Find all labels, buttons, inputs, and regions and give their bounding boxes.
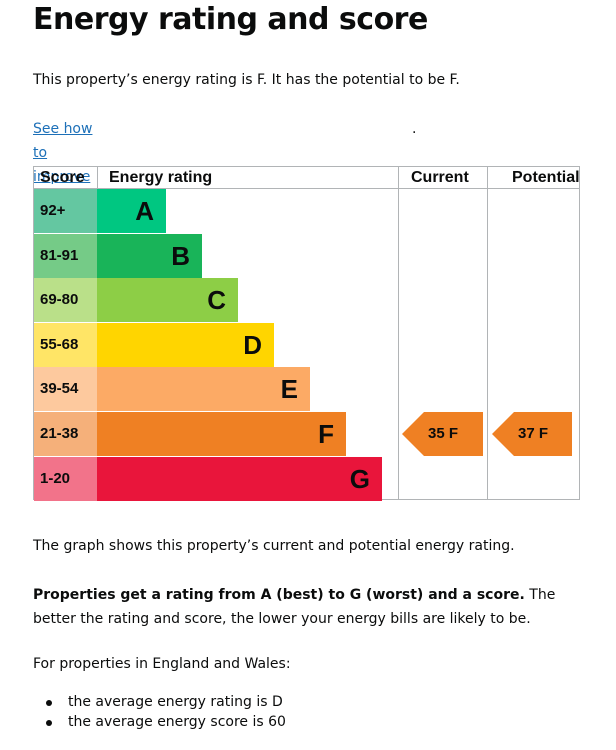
energy-rating-chart: Score Energy rating Current Potential 92… — [33, 166, 580, 501]
potential-column-divider — [487, 167, 488, 499]
average-rating-item: the average energy rating is D — [33, 692, 286, 712]
rating-bar-a: A — [97, 189, 166, 233]
score-column-divider — [97, 167, 98, 188]
current-rating-arrow: 35 F — [402, 412, 483, 456]
rating-explanation: Properties get a rating from A (best) to… — [33, 583, 581, 631]
score-range: 69-80 — [34, 278, 97, 323]
score-range: 55-68 — [34, 322, 97, 367]
potential-rating-arrow: 37 F — [492, 412, 572, 456]
score-range: 39-54 — [34, 367, 97, 412]
graph-caption: The graph shows this property’s current … — [33, 538, 515, 554]
rating-bar-c: C — [97, 278, 238, 323]
potential-column-header: Potential — [512, 169, 580, 186]
score-range: 1-20 — [34, 456, 97, 501]
rating-bar-g: G — [97, 456, 382, 501]
rating-bar-f: F — [97, 412, 346, 456]
rating-explanation-bold: Properties get a rating from A (best) to… — [33, 587, 525, 603]
score-range: 92+ — [34, 189, 97, 233]
page-title: Energy rating and score — [33, 2, 428, 37]
average-score-item: the average energy score is 60 — [33, 712, 286, 732]
rating-bar-b: B — [97, 233, 202, 278]
rating-bar-d: D — [97, 322, 274, 367]
rating-column-header: Energy rating — [109, 169, 213, 186]
rating-summary: This property’s energy rating is F. It h… — [33, 72, 460, 88]
rating-bar-e: E — [97, 367, 310, 412]
rating-explanation-rest: The better the rating and score, the low… — [33, 587, 556, 627]
current-column-header: Current — [411, 169, 469, 186]
averages-list: the average energy rating is D the avera… — [33, 692, 286, 732]
current-column-divider — [398, 167, 399, 499]
score-range: 21-38 — [34, 412, 97, 456]
score-column-header: Score — [40, 169, 85, 186]
score-range: 81-91 — [34, 233, 97, 278]
header-divider — [34, 188, 579, 189]
averages-intro: For properties in England and Wales: — [33, 656, 291, 672]
